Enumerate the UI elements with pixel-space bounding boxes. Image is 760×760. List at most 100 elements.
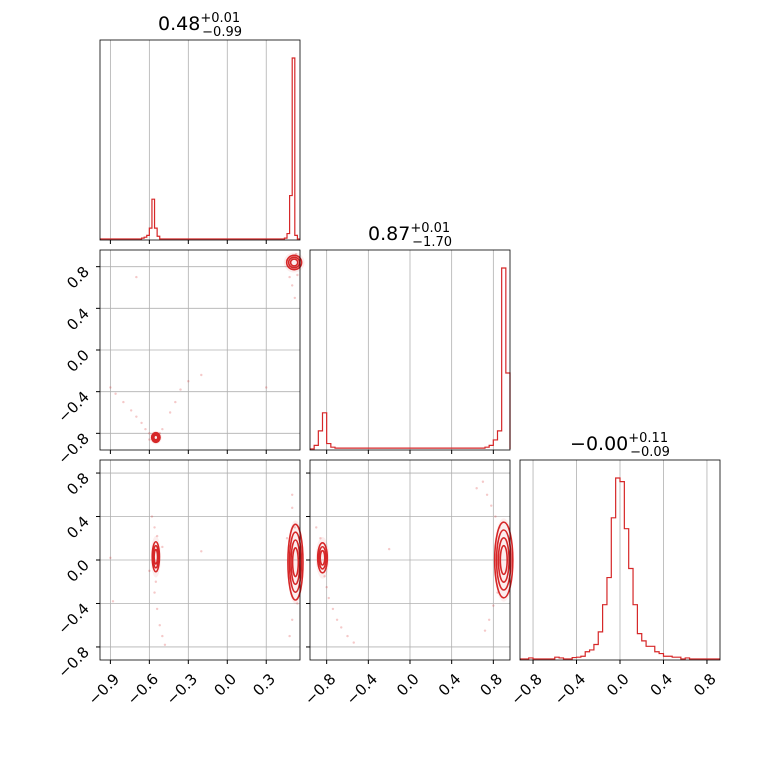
histogram-bin: [489, 445, 493, 449]
scatter-point: [481, 480, 485, 483]
marginal-3-title: −0.00+0.11 −0.09: [570, 431, 670, 460]
scatter-point: [168, 411, 172, 414]
histogram-bin: [598, 632, 602, 659]
scatter-point: [148, 438, 151, 441]
density-contour: [150, 431, 161, 444]
x-tick-label: −0.9: [85, 670, 123, 708]
scatter-point: [323, 575, 326, 578]
scatter-point: [494, 515, 497, 518]
scatter-point: [140, 421, 143, 425]
histogram-bin: [559, 658, 563, 659]
histogram-bin: [502, 268, 506, 449]
histogram-bin: [290, 196, 293, 239]
scatter-point: [155, 534, 159, 538]
histogram-bin: [142, 238, 145, 239]
marginal-2-histogram-outline: [310, 267, 511, 450]
histogram-bin: [685, 658, 689, 659]
histogram-bin: [155, 228, 158, 239]
histogram-bin: [642, 641, 646, 659]
y-tick-label: 0.4: [63, 513, 93, 543]
marginal-1-histogram-outline: [100, 57, 300, 240]
scatter-point: [288, 634, 291, 638]
density-contour: [316, 542, 329, 574]
title-upper-error: +0.01: [410, 221, 450, 236]
title-value: 0.87: [368, 223, 410, 245]
scatter-point: [163, 643, 167, 646]
scatter-point: [490, 504, 493, 507]
scatter-point: [148, 569, 151, 573]
joint-3-1-frame: [99, 459, 301, 661]
x-tick-label: 0.0: [393, 670, 423, 700]
scatter-point: [155, 607, 159, 611]
marginal-3-frame: [519, 459, 721, 661]
histogram-bin: [616, 478, 620, 659]
marginal-1-background: [100, 40, 300, 240]
histogram-bin: [327, 444, 331, 449]
histogram-bin: [529, 658, 533, 659]
scatter-point: [265, 386, 268, 389]
density-contour: [285, 254, 303, 271]
title-value: −0.00: [570, 433, 628, 455]
histogram-bin: [493, 440, 497, 449]
histogram-bin: [603, 605, 607, 659]
density-contour: [288, 531, 303, 593]
scatter-point: [129, 409, 133, 412]
scatter-point: [122, 400, 125, 404]
scatter-point: [109, 556, 112, 560]
histogram-bin: [620, 482, 624, 659]
scatter-point: [200, 550, 203, 553]
histogram-bin: [577, 657, 581, 659]
histogram-bin: [295, 235, 298, 239]
scatter-point: [161, 545, 164, 549]
scatter-point: [153, 591, 156, 594]
density-contour: [499, 544, 508, 576]
histogram-bin: [498, 431, 502, 449]
scatter-point: [161, 634, 164, 638]
density-contour: [493, 521, 514, 599]
scatter-point: [144, 427, 147, 431]
histogram-bin: [663, 656, 667, 659]
density-contour: [497, 537, 510, 583]
x-tick-label: −0.4: [551, 670, 589, 708]
scatter-point: [153, 526, 156, 529]
x-tick-label: 0.3: [249, 670, 279, 700]
x-tick-label: −0.4: [343, 670, 381, 708]
density-contour: [289, 258, 299, 267]
x-tick-label: −0.3: [163, 670, 201, 708]
histogram-bin: [555, 657, 559, 659]
scatter-point: [387, 547, 391, 551]
y-tick-label: 0.4: [63, 304, 93, 334]
histogram-bin: [677, 657, 681, 659]
x-tick-label: −0.8: [301, 670, 339, 708]
density-contour: [287, 523, 304, 601]
scatter-point: [187, 380, 190, 383]
scatter-point: [109, 386, 112, 389]
scatter-point: [319, 537, 322, 540]
scatter-point: [296, 273, 299, 277]
histogram-bin: [629, 569, 633, 660]
scatter-point: [346, 634, 349, 638]
y-tick-label: 0.0: [63, 346, 93, 376]
x-tick-label: 0.4: [647, 670, 677, 700]
density-contour: [151, 540, 161, 573]
histogram-bin: [659, 654, 663, 659]
x-tick-label: −0.6: [124, 670, 162, 708]
scatter-point: [331, 607, 335, 611]
histogram-bin: [607, 578, 611, 659]
scatter-point: [174, 400, 177, 404]
histogram-bin: [314, 445, 318, 449]
scatter-point: [327, 596, 330, 600]
scatter-point: [483, 629, 487, 632]
marginal-3-histogram-outline: [520, 477, 720, 660]
scatter-point: [487, 618, 491, 621]
histogram-bin: [650, 646, 654, 659]
marginal-2-title: 0.87+0.01 −1.70: [368, 221, 452, 250]
scatter-point: [291, 493, 294, 496]
y-tick-label: 0.0: [63, 556, 93, 586]
scatter-point: [150, 515, 154, 518]
histogram-bin: [318, 431, 322, 449]
histogram-bin: [585, 652, 589, 659]
histogram-bin: [633, 605, 637, 659]
histogram-bin: [144, 237, 147, 239]
density-contour: [151, 433, 160, 442]
